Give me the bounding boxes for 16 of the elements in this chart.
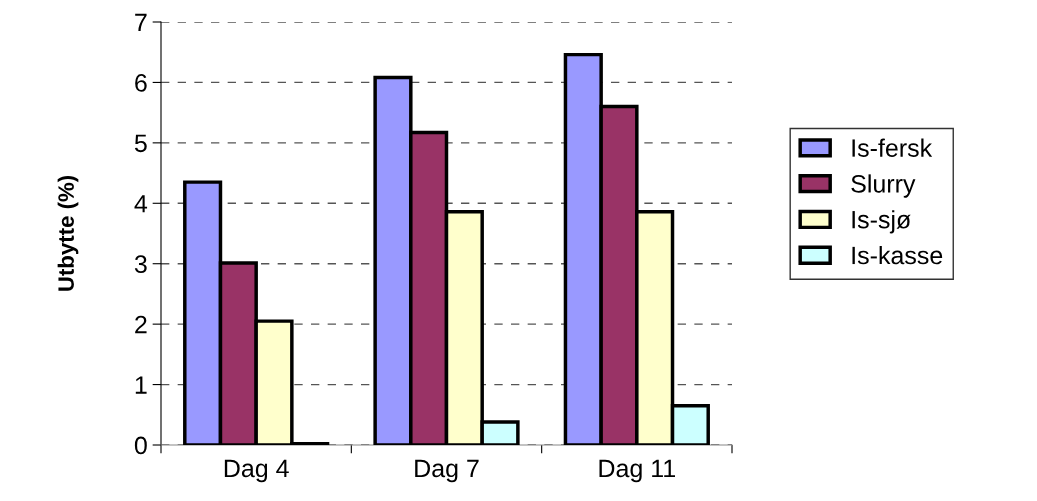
legend-label: Is-sjø bbox=[852, 210, 911, 234]
y-tick-label: 1 bbox=[135, 376, 147, 394]
legend-label: Slurry bbox=[851, 174, 916, 198]
y-tick-label: 7 bbox=[135, 13, 147, 32]
y-axis-title: Utbytte (%) bbox=[57, 175, 79, 291]
y-tick-label: 5 bbox=[134, 134, 147, 153]
x-tick-label: Dag 7 bbox=[415, 459, 479, 483]
x-tick-label: Dag 11 bbox=[599, 459, 675, 483]
legend-label: Is-kasse bbox=[852, 245, 943, 265]
y-tick-label: 3 bbox=[134, 255, 147, 274]
x-tick-label: Dag 4 bbox=[224, 459, 289, 483]
legend-label: Is-fersk bbox=[852, 138, 933, 157]
y-tick-label: 2 bbox=[135, 315, 147, 334]
y-tick-label: 4 bbox=[134, 195, 148, 213]
y-tick-label: 0 bbox=[134, 436, 147, 455]
y-tick-label: 6 bbox=[135, 74, 147, 92]
